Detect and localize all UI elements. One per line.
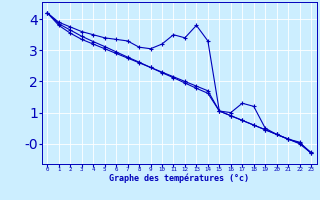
X-axis label: Graphe des températures (°c): Graphe des températures (°c) <box>109 174 249 183</box>
